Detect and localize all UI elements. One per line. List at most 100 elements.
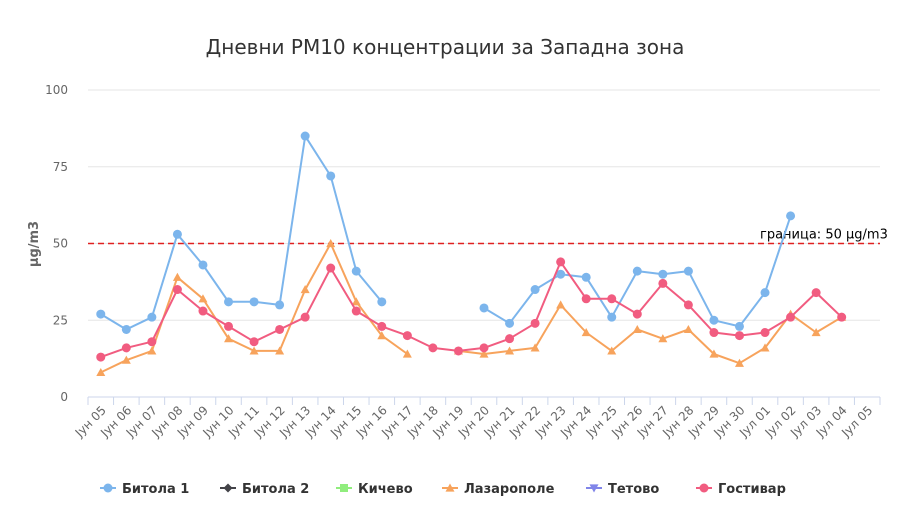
data-point (96, 352, 106, 362)
data-point (275, 324, 285, 334)
data-point (147, 312, 157, 322)
data-point (709, 328, 719, 338)
data-point (530, 343, 540, 352)
legend-item-1[interactable]: Битола 1 (100, 482, 189, 497)
data-point (479, 303, 489, 313)
chart-title: Дневни PM10 концентрации за Западна зона (206, 35, 685, 59)
legend-symbol-marker (699, 483, 709, 493)
y-tick-label: 0 (60, 390, 68, 404)
data-point (734, 358, 744, 367)
data-point (479, 343, 489, 353)
data-point (249, 346, 259, 355)
legend-item-5[interactable]: Тетово (586, 482, 659, 497)
series-6 (96, 257, 847, 362)
data-point (121, 355, 131, 364)
y-tick-label: 25 (53, 313, 68, 327)
y-axis-label: µg/m3 (27, 221, 42, 267)
data-point (734, 321, 744, 331)
data-point (556, 269, 566, 279)
data-point (505, 334, 515, 344)
data-point (658, 269, 668, 279)
data-point (453, 346, 463, 356)
data-point (96, 309, 106, 319)
data-point (607, 312, 617, 322)
data-point (224, 321, 234, 331)
legend-symbol-marker (103, 483, 113, 493)
legend-symbol-marker (340, 484, 348, 492)
data-point (811, 328, 821, 337)
data-point (351, 297, 361, 306)
data-point (377, 331, 387, 340)
legend[interactable]: Битола 1 Битола 2 Кичево Лазарополе Тетово Го… (100, 482, 786, 497)
data-point (198, 306, 208, 316)
data-point (479, 349, 489, 358)
legend-item-3[interactable]: Кичево (336, 482, 413, 497)
data-point (402, 349, 412, 358)
data-point (224, 297, 234, 307)
data-point (505, 346, 515, 355)
legend-label: Кичево (358, 482, 413, 497)
data-point (581, 328, 591, 337)
data-point (275, 300, 285, 310)
data-point (147, 337, 157, 347)
data-point (198, 294, 208, 303)
data-point (581, 294, 591, 304)
threshold-label: граница: 50 µg/m3 (760, 228, 888, 243)
legend-label: Битола 1 (122, 482, 189, 497)
data-point (658, 334, 668, 343)
legend-label: Лазарополе (464, 482, 555, 497)
series-4 (96, 239, 847, 377)
threshold-line-group: граница: 50 µg/m3 (88, 228, 888, 245)
data-point (121, 343, 131, 353)
data-point (300, 312, 310, 322)
data-point (249, 297, 259, 307)
data-point (837, 312, 847, 322)
data-point (760, 343, 770, 352)
data-point (709, 315, 719, 325)
data-point (658, 278, 668, 288)
data-point (326, 263, 336, 273)
series-group (96, 131, 847, 377)
series-1 (96, 131, 796, 334)
data-point (607, 346, 617, 355)
series-line (99, 242, 843, 374)
data-point (632, 309, 642, 319)
data-point (275, 346, 285, 355)
data-point (300, 131, 310, 141)
data-point (760, 328, 770, 338)
data-point (172, 229, 182, 239)
y-tick-label: 50 (53, 237, 68, 251)
data-point (402, 331, 412, 341)
legend-item-4[interactable]: Лазарополе (442, 482, 555, 497)
y-tick-label: 75 (53, 160, 68, 174)
data-point (172, 285, 182, 295)
legend-item-6[interactable]: Гостивар (696, 482, 786, 497)
data-point (224, 334, 234, 343)
gridlines (88, 89, 880, 321)
data-point (377, 321, 387, 331)
data-point (530, 285, 540, 295)
legend-label: Тетово (608, 482, 659, 497)
data-point (632, 266, 642, 276)
data-point (147, 346, 157, 355)
data-point (734, 331, 744, 341)
data-point (249, 337, 259, 347)
data-point (556, 257, 566, 267)
legend-label: Гостивар (718, 482, 786, 497)
data-point (632, 324, 642, 334)
data-point (786, 312, 796, 322)
data-point (530, 318, 540, 328)
legend-item-2[interactable]: Битола 2 (220, 482, 309, 497)
data-point (96, 367, 106, 377)
data-point (198, 260, 208, 270)
data-point (607, 294, 617, 304)
data-point (505, 318, 515, 328)
data-point (556, 300, 566, 309)
legend-symbol-marker (223, 483, 233, 493)
legend-symbol-marker (589, 484, 599, 493)
data-point (121, 324, 131, 334)
data-point (351, 306, 361, 316)
